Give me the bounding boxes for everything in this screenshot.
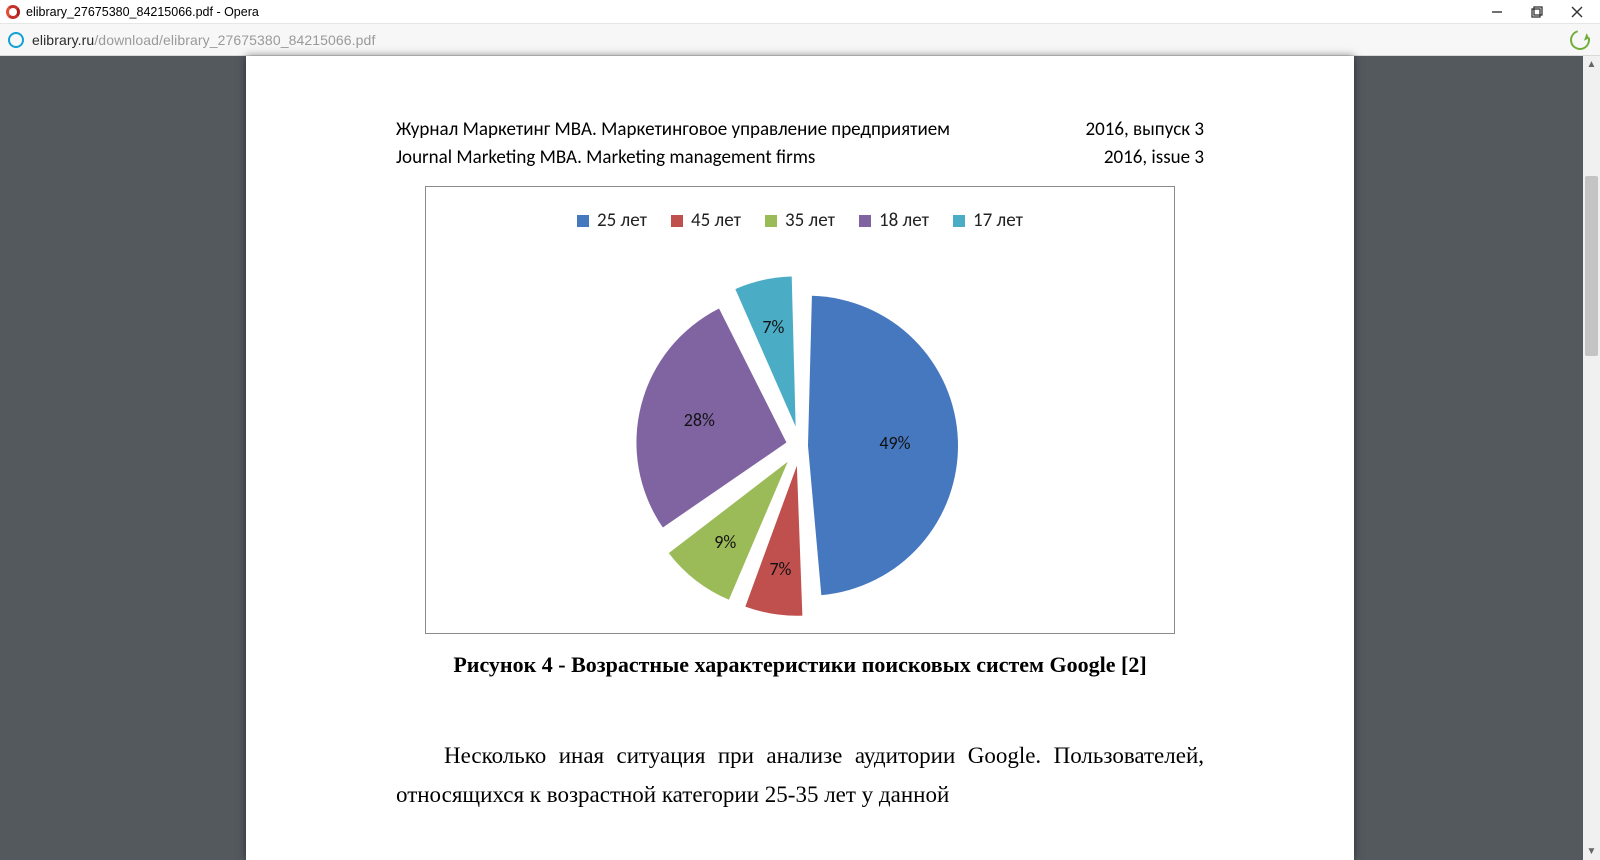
pie-chart-canvas: 49% 7% 9% 28% 7% <box>640 286 960 606</box>
pie-slice-label: 9% <box>714 531 736 553</box>
body-paragraph: Несколько иная ситуация при анализе ауди… <box>396 736 1204 814</box>
pie-slice-label: 28% <box>684 409 715 431</box>
pie-slice-label: 7% <box>762 316 784 338</box>
legend-item: 35 лет <box>765 209 835 232</box>
legend-label: 45 лет <box>691 209 741 232</box>
header-en-issue: 2016, issue 3 <box>1074 144 1204 172</box>
maximize-button[interactable] <box>1528 6 1546 18</box>
figure-caption: Рисунок 4 - Возрастные характеристики по… <box>396 652 1204 678</box>
legend-label: 18 лет <box>879 209 929 232</box>
legend-swatch-icon <box>577 215 589 227</box>
opera-logo-icon <box>6 5 20 19</box>
scroll-down-icon[interactable]: ▼ <box>1583 843 1600 860</box>
legend-label: 25 лет <box>597 209 647 232</box>
header-ru-issue: 2016, выпуск 3 <box>1056 116 1205 144</box>
legend-swatch-icon <box>671 215 683 227</box>
window-title: elibrary_27675380_84215066.pdf - Opera <box>26 5 259 19</box>
url-path: /download/elibrary_27675380_84215066.pdf <box>94 32 375 48</box>
pdf-page: Журнал Маркетинг MBA. Маркетинговое упра… <box>246 56 1354 860</box>
close-button[interactable] <box>1568 6 1586 18</box>
pdf-viewer: Журнал Маркетинг MBA. Маркетинговое упра… <box>0 56 1600 860</box>
window-titlebar: elibrary_27675380_84215066.pdf - Opera <box>0 0 1600 24</box>
legend-item: 18 лет <box>859 209 929 232</box>
legend-swatch-icon <box>953 215 965 227</box>
header-ru-title: Журнал Маркетинг MBA. Маркетинговое упра… <box>396 116 950 144</box>
scroll-thumb[interactable] <box>1585 176 1598 356</box>
legend-swatch-icon <box>859 215 871 227</box>
legend-item: 45 лет <box>671 209 741 232</box>
page-header: Журнал Маркетинг MBA. Маркетинговое упра… <box>396 116 1204 172</box>
legend-label: 35 лет <box>785 209 835 232</box>
site-info-icon[interactable] <box>8 32 24 48</box>
window-controls <box>1488 0 1600 24</box>
minimize-button[interactable] <box>1488 6 1506 18</box>
chart-legend: 25 лет 45 лет 35 лет 18 лет 17 лет <box>426 209 1174 233</box>
url-host: elibrary.ru <box>32 32 94 48</box>
pie-slice-label: 7% <box>769 558 791 580</box>
legend-item: 17 лет <box>953 209 1023 232</box>
pie-chart: 25 лет 45 лет 35 лет 18 лет 17 лет 49% 7% 9% 28… <box>425 186 1175 634</box>
legend-label: 17 лет <box>973 209 1023 232</box>
vertical-scrollbar[interactable]: ▲ ▼ <box>1583 56 1600 860</box>
url-display: elibrary.ru/download/elibrary_27675380_8… <box>32 32 375 48</box>
scroll-up-icon[interactable]: ▲ <box>1583 56 1600 73</box>
legend-item: 25 лет <box>577 209 647 232</box>
paragraph-text: Несколько иная ситуация при анализе ауди… <box>396 736 1204 814</box>
reload-icon[interactable] <box>1566 26 1593 53</box>
header-en-title: Journal Marketing MBA. Marketing managem… <box>396 144 815 172</box>
address-bar[interactable]: elibrary.ru/download/elibrary_27675380_8… <box>0 24 1600 56</box>
pie-slice-label: 49% <box>879 432 910 454</box>
legend-swatch-icon <box>765 215 777 227</box>
